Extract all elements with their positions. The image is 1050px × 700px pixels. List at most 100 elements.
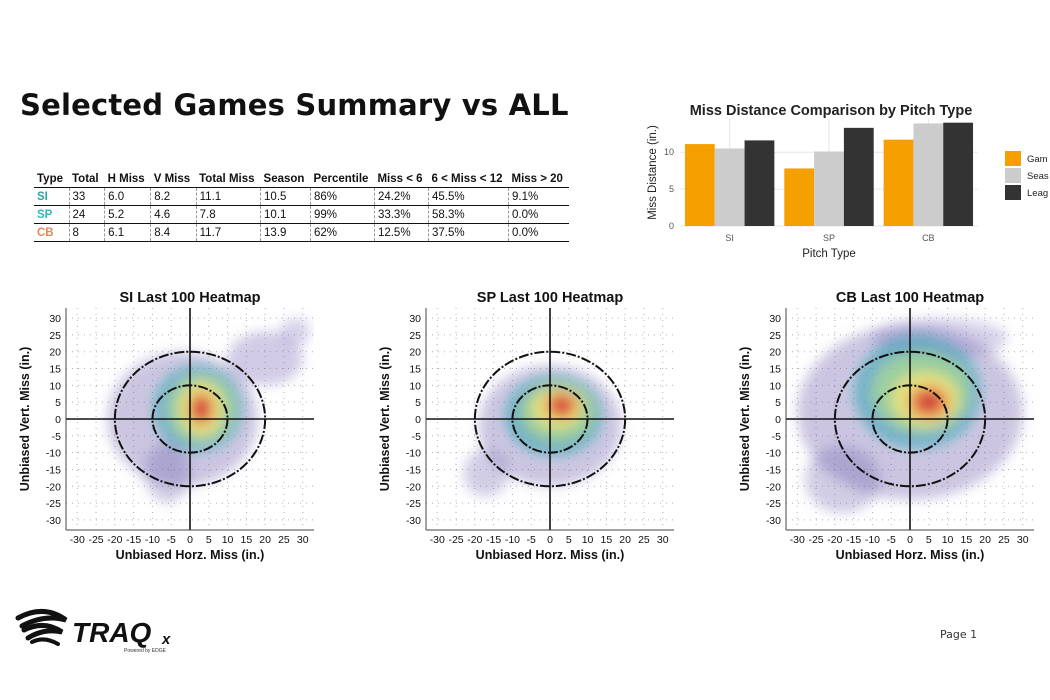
y-tick-label: -30 — [406, 515, 421, 527]
x-tick-label: -30 — [430, 534, 445, 546]
x-tick-label: 15 — [241, 534, 253, 546]
table-header-cell: Season — [260, 171, 311, 188]
x-tick-label: CB — [922, 233, 935, 243]
table-cell: 13.9 — [260, 223, 311, 242]
table-cell: 5.2 — [104, 205, 151, 224]
table-cell: 10.1 — [260, 205, 311, 224]
x-axis-label: Unbiased Horz. Miss (in.) — [836, 548, 985, 562]
table-header-cell: Total — [69, 171, 105, 188]
y-tick-label: -30 — [46, 515, 61, 527]
page-number: Page 1 — [940, 628, 978, 641]
density-contour — [144, 442, 190, 504]
table-cell: 45.5% — [428, 187, 509, 206]
traqx-logo: TRAQ x Powered by EDGE — [15, 609, 171, 654]
table-header-cell: Type — [34, 171, 69, 188]
bar-si-leag — [744, 140, 775, 226]
table-cell: 8.4 — [150, 223, 197, 242]
y-axis-label: Unbiased Vert. Miss (in.) — [738, 347, 752, 491]
x-tick-label: -15 — [486, 534, 501, 546]
x-tick-label: 30 — [657, 534, 669, 546]
y-axis-label: Unbiased Vert. Miss (in.) — [378, 347, 392, 491]
y-tick-label: 30 — [49, 313, 61, 325]
y-tick-label: 10 — [664, 147, 674, 157]
y-tick-label: -15 — [766, 464, 781, 476]
y-tick-label: -25 — [406, 498, 421, 510]
density-layer — [463, 365, 622, 497]
x-tick-label: 25 — [998, 534, 1010, 546]
x-tick-label: 0 — [907, 534, 913, 546]
y-tick-label: 0 — [775, 414, 781, 426]
table-row: CB 8 6.1 8.4 11.7 13.9 62% 12.5% 37.5% 0.0% — [34, 223, 569, 242]
bar-cb-seas — [913, 123, 944, 226]
table-cell: 33.3% — [373, 205, 429, 224]
heatmap-title: CB Last 100 Heatmap — [836, 290, 984, 306]
x-tick-label: 5 — [206, 534, 212, 546]
density-layer — [107, 318, 311, 504]
density-contour — [804, 445, 880, 514]
y-tick-label: -10 — [766, 448, 781, 460]
pitch-type-cell: SP — [34, 205, 69, 224]
y-tick-label: 5 — [415, 397, 421, 409]
x-tick-label: 10 — [582, 534, 594, 546]
miss-radius-ring — [833, 350, 987, 488]
table-row: SI 33 6.0 8.2 11.1 10.5 86% 24.2% 45.5% 9.1% — [34, 187, 569, 206]
bar-si-seas — [714, 148, 745, 226]
x-axis-label: Unbiased Horz. Miss (in.) — [116, 548, 265, 562]
x-tick-label: -25 — [88, 534, 103, 546]
y-tick-label: 25 — [409, 330, 421, 342]
pitch-type-cell: CB — [34, 223, 69, 242]
y-tick-label: 10 — [49, 380, 61, 392]
legend-label: Gam — [1027, 154, 1048, 165]
y-tick-label: -20 — [766, 481, 781, 493]
legend-label: Seas — [1027, 171, 1049, 182]
brand-tagline: Powered by EDGE — [124, 648, 167, 654]
heatmap-title: SI Last 100 Heatmap — [119, 290, 260, 306]
cb-heatmap: CB Last 100 Heatmap-30-30-25-25-20-20-15… — [738, 290, 1034, 562]
x-tick-label: -10 — [865, 534, 880, 546]
table-cell: 99% — [309, 205, 375, 224]
table-cell: 11.7 — [195, 223, 261, 242]
x-tick-label: -5 — [167, 534, 176, 546]
table-header-cell: 6 < Miss < 12 — [428, 171, 509, 188]
table-header-cell: Total Miss — [196, 171, 261, 188]
y-tick-label: -10 — [46, 448, 61, 460]
y-tick-label: 20 — [49, 347, 61, 359]
y-tick-label: 20 — [409, 347, 421, 359]
x-tick-label: 20 — [259, 534, 271, 546]
density-contour — [553, 398, 570, 413]
y-tick-label: -5 — [412, 431, 421, 443]
sp-heatmap: SP Last 100 Heatmap-30-30-25-25-20-20-15… — [378, 290, 674, 562]
y-tick-label: 15 — [409, 364, 421, 376]
x-tick-label: -25 — [808, 534, 823, 546]
table-cell: 10.5 — [260, 187, 311, 206]
y-tick-label: -5 — [772, 431, 781, 443]
x-tick-label: -5 — [527, 534, 536, 546]
density-contour — [463, 449, 509, 497]
y-tick-label: 10 — [409, 380, 421, 392]
x-tick-label: 15 — [601, 534, 613, 546]
bar-sp-seas — [814, 151, 844, 226]
miss-radius-ring — [113, 350, 267, 488]
density-contour — [917, 393, 941, 411]
density-contour — [227, 331, 303, 386]
table-cell: 4.6 — [150, 205, 197, 224]
table-cell: 8 — [68, 223, 105, 242]
table-header-cell: V Miss — [150, 171, 197, 188]
bar-cb-leag — [943, 122, 974, 226]
x-tick-label: -20 — [827, 534, 842, 546]
x-tick-label: -20 — [107, 534, 122, 546]
x-tick-label: 0 — [187, 534, 193, 546]
y-tick-label: 30 — [409, 313, 421, 325]
brand-name: TRAQ — [72, 617, 152, 648]
y-tick-label: 15 — [769, 364, 781, 376]
table-cell: 37.5% — [428, 223, 509, 242]
y-tick-label: 5 — [775, 397, 781, 409]
bar-si-gam — [684, 144, 715, 226]
x-tick-label: 5 — [566, 534, 572, 546]
table-cell: 11.1 — [195, 187, 261, 206]
table-body: SI 33 6.0 8.2 11.1 10.5 86% 24.2% 45.5% 9.1% SP 24 5… — [34, 187, 569, 242]
y-tick-label: 0 — [669, 221, 674, 231]
y-tick-label: 5 — [55, 397, 61, 409]
miss-radius-ring — [511, 384, 589, 454]
y-tick-label: -30 — [766, 515, 781, 527]
